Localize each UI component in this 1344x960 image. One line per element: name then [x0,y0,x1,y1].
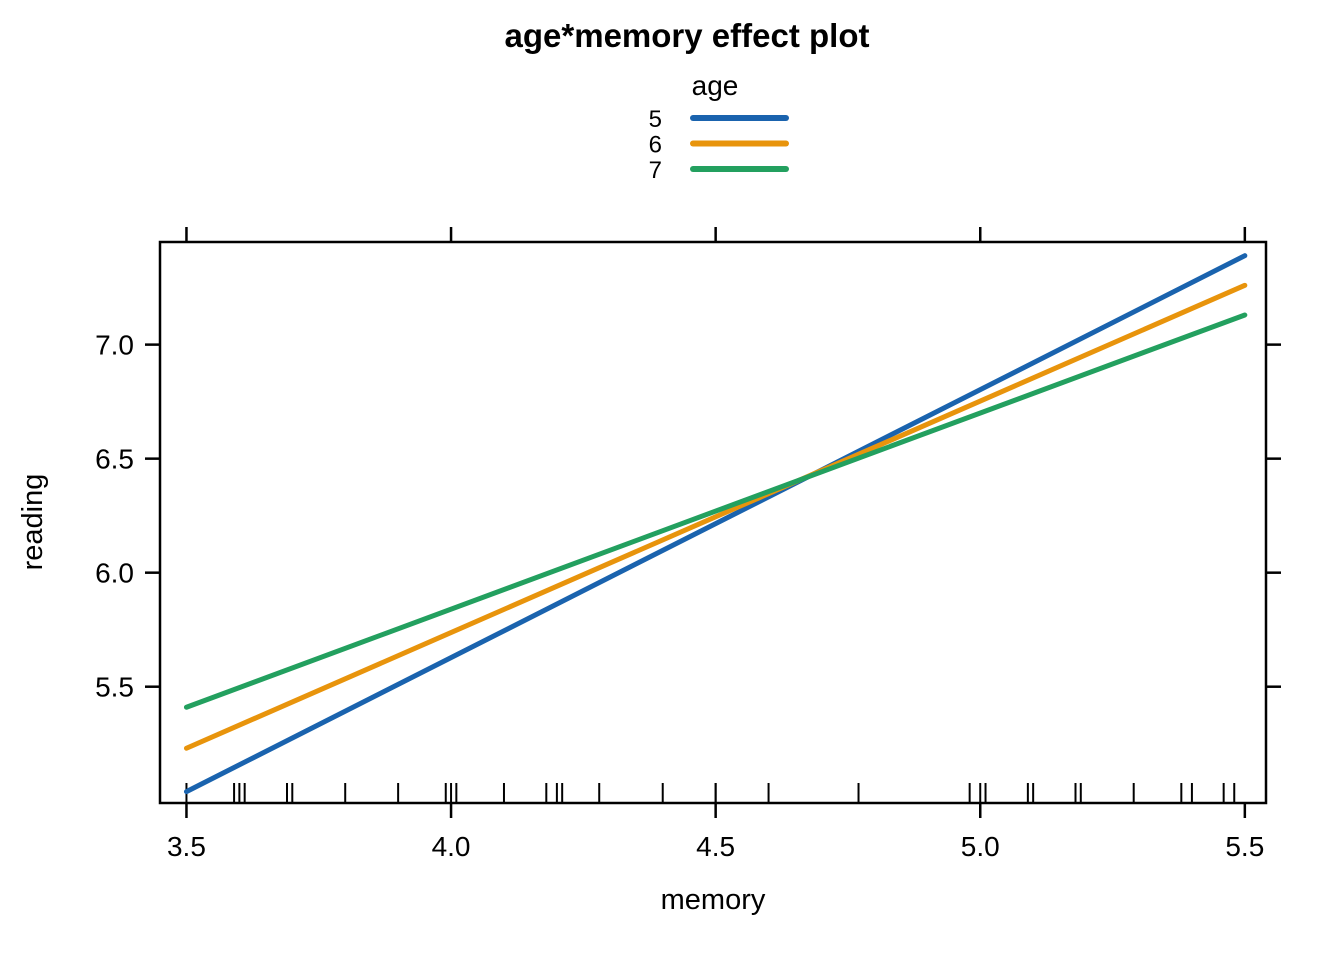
series-line-age-6 [183,282,1248,751]
y-axis-right-ticks [1266,343,1281,688]
y-tick-label: 6.5 [95,444,134,475]
x-axis-label: memory [661,884,766,916]
legend-title: age [692,70,739,101]
x-tick-label: 4.0 [432,831,471,862]
x-tick-label: 3.5 [167,831,206,862]
x-tick-label: 5.0 [961,831,1000,862]
y-axis-left-ticks: 5.5 6.0 6.5 7.0 [95,330,160,703]
y-tick-label: 6.0 [95,558,134,589]
x-axis-top-ticks [185,227,1247,242]
y-axis-label: reading [17,474,49,571]
plot-panel [158,240,1268,805]
y-tick-label: 7.0 [95,330,134,361]
x-tick-label: 4.5 [696,831,735,862]
x-axis-bottom-ticks: 3.5 4.0 4.5 5.0 5.5 [167,803,1264,862]
legend: age 567 [649,70,789,184]
chart-title: age*memory effect plot [505,17,870,54]
y-tick-label: 5.5 [95,672,134,703]
legend-entry-label: 5 [649,106,662,133]
rug-plot [185,783,1236,803]
legend-entry-label: 7 [649,157,662,184]
legend-entry-label: 6 [649,132,662,159]
x-tick-label: 5.5 [1225,831,1264,862]
series-lines [183,253,1248,795]
series-line-age-5 [183,253,1248,795]
series-line-age-7 [183,312,1248,710]
